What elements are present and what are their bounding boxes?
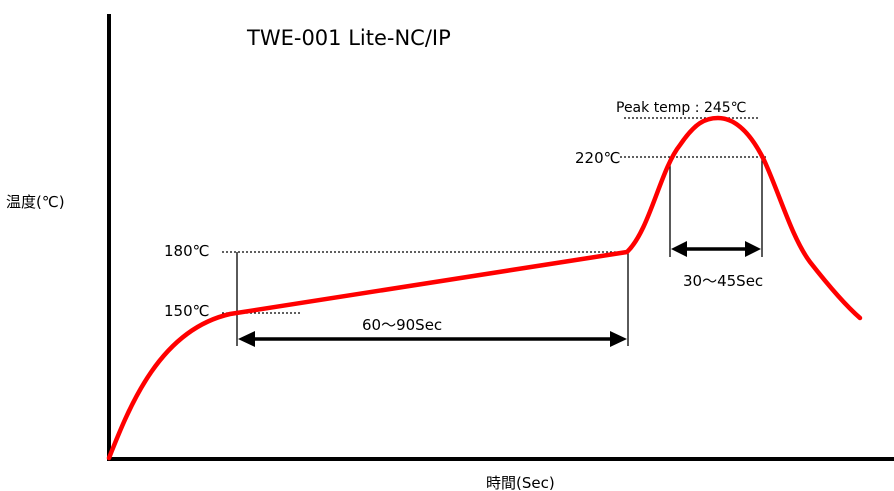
reflow-duration-label: 30～45Sec: [683, 272, 763, 290]
temp-label-150: 150℃: [164, 302, 209, 320]
reflow-arrow: [671, 241, 761, 257]
y-axis-label: 温度(℃): [6, 193, 65, 211]
duration-markers: [236, 157, 763, 346]
temp-label-180: 180℃: [164, 242, 209, 260]
peak-temp-label: Peak temp : 245℃: [616, 100, 746, 116]
preheat-duration-label: 60～90Sec: [362, 316, 442, 334]
temp-label-220: 220℃: [575, 149, 620, 167]
preheat-arrow: [238, 331, 627, 347]
x-axis-label: 時間(Sec): [486, 474, 555, 491]
temperature-profile-curve: [106, 115, 863, 461]
diagram-title: TWE-001 Lite-NC/IP: [246, 26, 451, 50]
